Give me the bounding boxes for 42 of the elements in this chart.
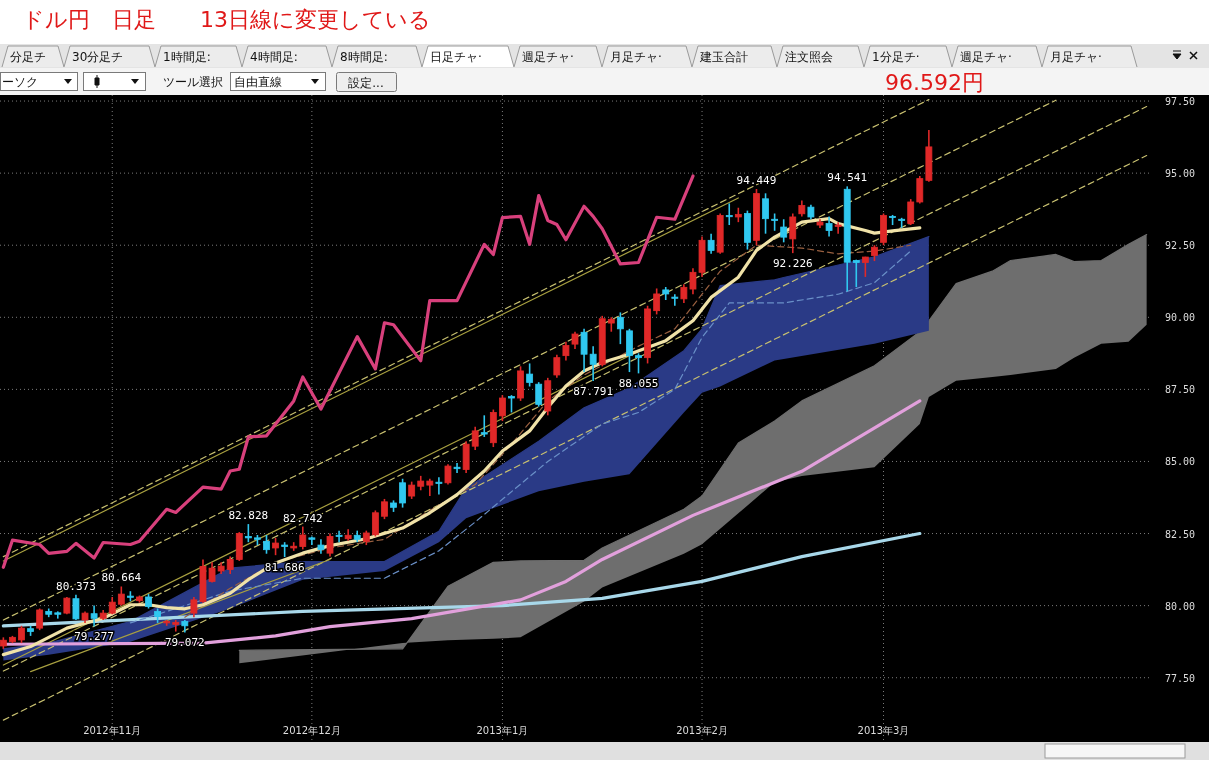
text: 注文照会 [785,50,833,64]
y-tick-label: 80.00 [1164,600,1196,612]
y-tick-label: 85.00 [1164,456,1196,468]
text: ーソク [2,75,38,89]
y-tick-label: 92.50 [1164,240,1196,252]
text: 1時間足: [163,50,211,64]
text: 1分足チ· [872,50,920,64]
text: 週足チャ· [522,50,574,64]
text: 設定... [348,76,384,90]
text: 月足チャ· [1050,50,1102,64]
y-tick-label: 97.50 [1164,96,1196,108]
text: 週足チャ· [960,50,1012,64]
text: 8時間足: [340,50,388,64]
text: 96.592円 [885,70,984,95]
x-tick-label: 2013年2月 [676,725,728,736]
text: 月足チャ· [610,50,662,64]
chart-title: ドル円 日足 13日線に変更している [22,7,431,32]
annotation: 79.072 [164,636,205,650]
y-tick-label: 82.50 [1164,528,1196,540]
text: 自由直線 [234,75,282,89]
y-tick-label: 87.50 [1164,384,1196,396]
text: 建玉合計 [699,50,748,64]
text: 4時間足: [250,50,298,64]
annotation: 79.277 [74,630,114,644]
annotation: 80.373 [56,579,96,593]
text: 日足チャ· [430,50,482,64]
x-tick-label: 2012年12月 [282,725,341,736]
text: ツール選択 [163,75,223,89]
x-tick-label: 2013年1月 [476,725,529,736]
annotation: 82.828 [228,509,269,523]
line-series [1,531,922,628]
y-tick-label: 77.50 [1164,672,1196,684]
x-tick-label: 2012年11月 [83,725,142,736]
y-tick-label: 90.00 [1164,312,1196,324]
annotation: 94.541 [827,171,868,185]
annotation: 94.449 [736,174,777,188]
annotation: 87.791 [573,384,614,398]
x-tick-label: 2013年3月 [857,725,910,736]
annotation: 92.226 [772,257,813,271]
text: 30分足チ [72,50,124,64]
annotation: 80.664 [101,571,142,585]
y-tick-label: 95.00 [1164,168,1196,180]
